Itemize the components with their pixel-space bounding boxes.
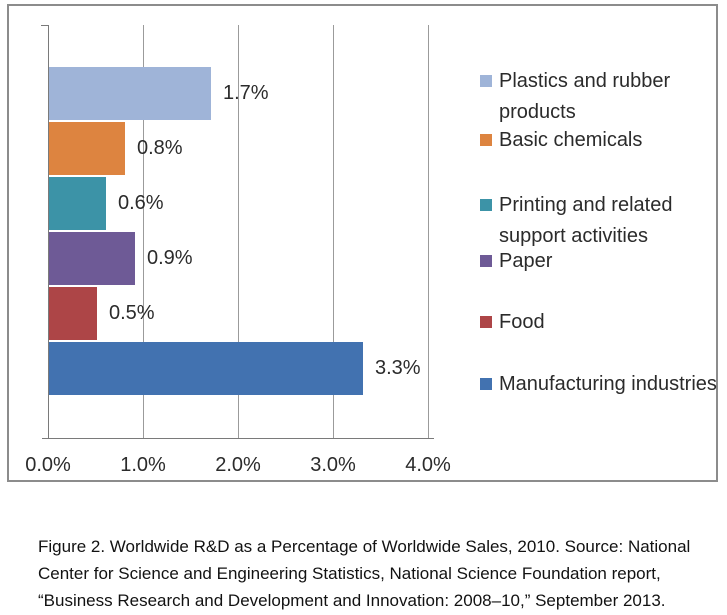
data-label: 0.6% <box>118 192 164 214</box>
x-tick-label: 4.0% <box>405 454 451 476</box>
x-tick-label: 2.0% <box>215 454 261 476</box>
data-label: 0.9% <box>147 247 193 269</box>
figure-caption: Figure 2. Worldwide R&D as a Percentage … <box>38 537 691 610</box>
data-label: 0.5% <box>109 302 155 324</box>
legend-item: Food <box>480 307 721 338</box>
bar <box>49 342 363 395</box>
legend-label: Food <box>499 311 545 333</box>
legend-label: Paper <box>499 250 553 272</box>
bar <box>49 67 211 120</box>
legend-label: Basic chemicals <box>499 129 643 151</box>
legend-label: Printing and related support activities <box>499 194 673 247</box>
x-tick-label: 1.0% <box>120 454 166 476</box>
legend-item: Manufacturing industries <box>480 369 721 400</box>
legend-item: Plastics and rubber products <box>480 66 721 128</box>
bar <box>49 232 135 285</box>
y-axis-line <box>48 25 49 438</box>
gridline <box>143 25 144 438</box>
legend: Plastics and rubber products Basic chemic… <box>9 6 717 480</box>
gridline <box>238 25 239 438</box>
legend-label: Manufacturing industries <box>499 373 717 395</box>
chart-area: 1.7% 0.8% 0.6% 0.9% 0.5% 3.3% 0.0% 1.0% 2.0% 3.0%… <box>7 4 718 482</box>
bar <box>49 177 106 230</box>
legend-swatch <box>480 255 492 267</box>
x-axis-line <box>42 438 434 439</box>
gridline <box>428 25 429 438</box>
data-label: 0.8% <box>137 137 183 159</box>
legend-item: Paper <box>480 246 721 277</box>
legend-swatch <box>480 134 492 146</box>
legend-item: Basic chemicals <box>480 125 721 156</box>
bar <box>49 287 97 340</box>
legend-item: Printing and related support activities <box>480 190 721 252</box>
legend-swatch <box>480 199 492 211</box>
x-tick-label: 3.0% <box>310 454 356 476</box>
legend-swatch <box>480 378 492 390</box>
plot-area: 1.7% 0.8% 0.6% 0.9% 0.5% 3.3% 0.0% 1.0% 2.0% 3.0%… <box>9 6 716 480</box>
legend-label: Plastics and rubber products <box>499 70 671 123</box>
gridline <box>333 25 334 438</box>
x-tick-label: 0.0% <box>25 454 71 476</box>
data-label: 3.3% <box>375 357 421 379</box>
legend-swatch <box>480 316 492 328</box>
legend-swatch <box>480 75 492 87</box>
y-axis-top-tick <box>41 25 48 26</box>
bar <box>49 122 125 175</box>
data-label: 1.7% <box>223 82 269 104</box>
